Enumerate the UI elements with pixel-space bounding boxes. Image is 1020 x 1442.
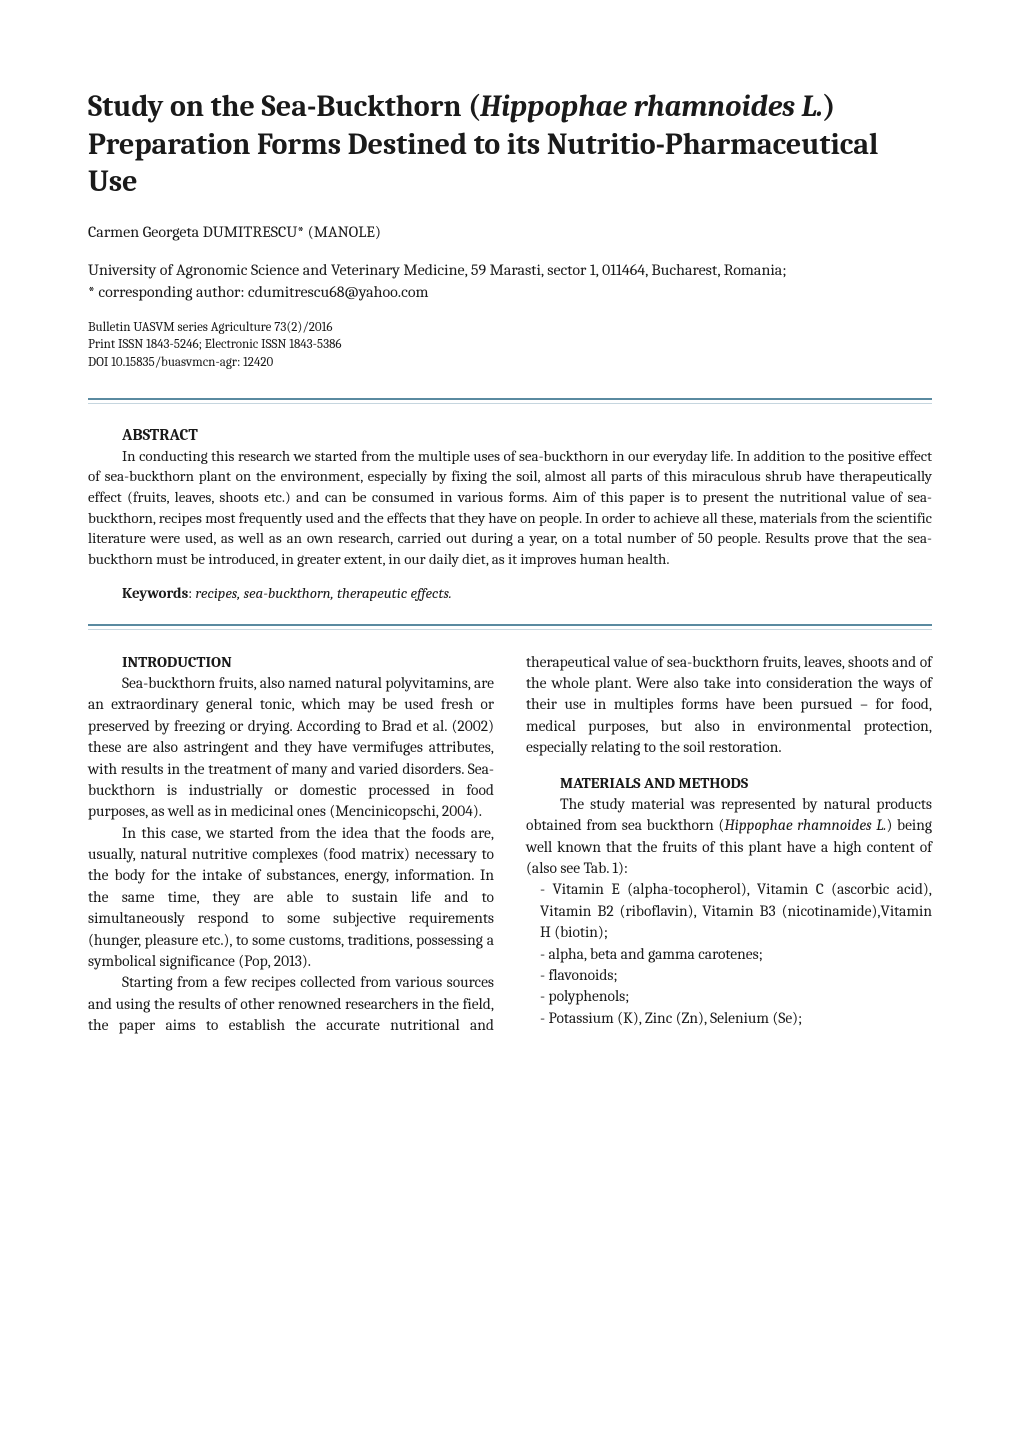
- intro-paragraph: In this case, we started from the idea t…: [88, 823, 494, 973]
- materials-list-item: - Potassium (K), Zinc (Zn), Selenium (Se…: [526, 1008, 932, 1029]
- abstract-block: In conducting this research we started f…: [88, 446, 932, 570]
- materials-intro: The study material was represented by na…: [526, 794, 932, 880]
- page: Study on the Sea-Buckthorn (Hippophae rh…: [0, 0, 1020, 1442]
- corresponding-author: * corresponding author: cdumitrescu68@ya…: [88, 283, 932, 301]
- author-line: Carmen Georgeta DUMITRESCU* (MANOLE): [88, 223, 932, 241]
- abstract-text: In conducting this research we started f…: [88, 446, 932, 570]
- introduction-heading: INTRODUCTION: [88, 652, 494, 673]
- materials-list-item: - alpha, beta and gamma carotenes;: [526, 944, 932, 965]
- keywords-label: Keywords: [122, 584, 188, 602]
- materials-list-item: - polyphenols;: [526, 986, 932, 1007]
- keywords-line: Keywords: recipes, sea-buckthorn, therap…: [88, 584, 932, 602]
- materials-heading: MATERIALS AND METHODS: [526, 773, 932, 794]
- article-title: Study on the Sea-Buckthorn (Hippophae rh…: [88, 88, 932, 201]
- body-columns: INTRODUCTION Sea-buckthorn fruits, also …: [88, 652, 932, 1037]
- materials-list-item: - flavonoids;: [526, 965, 932, 986]
- pubinfo-line: DOI 10.15835/buasvmcn-agr: 12420: [88, 354, 932, 372]
- affiliation: University of Agronomic Science and Vete…: [88, 259, 932, 281]
- pubinfo-line: Print ISSN 1843-5246; Electronic ISSN 18…: [88, 336, 932, 354]
- pubinfo-line: Bulletin UASVM series Agriculture 73(2)/…: [88, 319, 932, 337]
- intro-paragraph: Sea-buckthorn fruits, also named natural…: [88, 673, 494, 823]
- publication-info: Bulletin UASVM series Agriculture 73(2)/…: [88, 319, 932, 372]
- divider-rule: [88, 398, 932, 404]
- abstract-heading: ABSTRACT: [88, 426, 932, 444]
- divider-rule: [88, 624, 932, 630]
- keywords-values: recipes, sea-buckthorn, therapeutic effe…: [195, 584, 451, 602]
- materials-list-item: - Vitamin E (alpha-tocopherol), Vitamin …: [526, 879, 932, 943]
